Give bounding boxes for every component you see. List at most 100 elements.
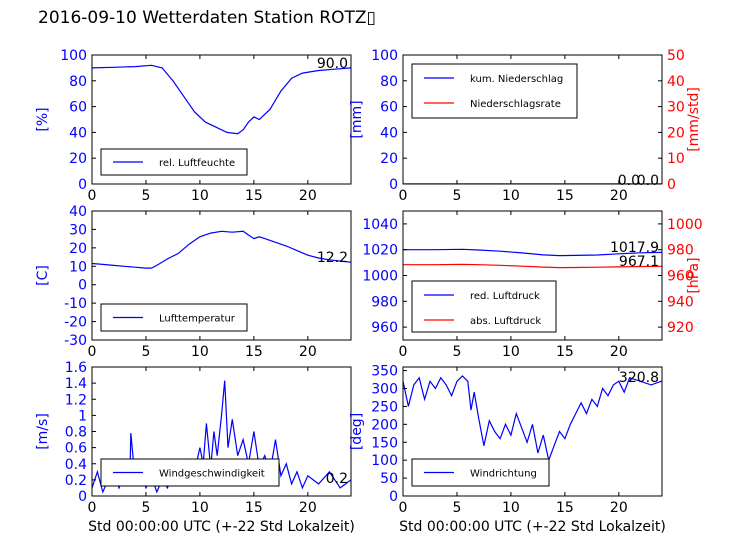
x-tick-label: 10: [502, 500, 520, 516]
x-tick-label: 20: [610, 188, 628, 204]
plot-frame: [402, 54, 663, 185]
y-right-tick-label: 40: [667, 74, 685, 90]
y-right-tick-label: 10: [667, 151, 685, 167]
plot-frame: [91, 210, 352, 341]
x-tick-label: 5: [141, 500, 150, 516]
legend-label: Niederschlagsrate: [470, 99, 561, 110]
x-tick-label: 20: [299, 500, 317, 516]
y-tick-label: 1: [78, 408, 87, 424]
legend: Windgeschwindigkeit: [100, 458, 280, 487]
y-tick-label: 1.6: [65, 360, 87, 376]
y-right-tick-label: 920: [667, 320, 694, 336]
y-tick-label: 960: [371, 320, 398, 336]
y-right-tick-label: 20: [667, 125, 685, 141]
y-axis-label: [%]: [35, 107, 51, 131]
legend-box: [411, 280, 557, 333]
y-tick-label: 60: [69, 100, 87, 116]
x-tick-label: 5: [141, 188, 150, 204]
y-tick-label: 150: [371, 435, 398, 451]
value-annotation: 12.2: [317, 250, 348, 266]
y-tick-label: 80: [380, 74, 398, 90]
y-right-axis-label: [mm/std]: [686, 87, 702, 152]
x-tick-label: 10: [502, 344, 520, 360]
x-tick-label: 10: [502, 188, 520, 204]
y-tick-label: 100: [371, 453, 398, 469]
plot-frame: [91, 54, 352, 185]
x-tick-label: 10: [191, 188, 209, 204]
y-right-axis-label: [hPa]: [686, 257, 702, 293]
y-axis-label: [mm]: [349, 100, 365, 138]
y-right-tick-label: 980: [667, 243, 694, 259]
panel-top-right: 0 5 10 15 20 0 20 40 60 80 100 0 10 20 30 40 50 [mm] [mm/s…: [349, 48, 702, 204]
panel-top-left: 0 5 10 15 20 0 20 40 60 80 100 [%] rel. Luftfeuchte 9…: [35, 48, 352, 204]
y-tick-label: 1.4: [65, 376, 87, 392]
legend: Lufttemperatur: [100, 303, 248, 332]
legend-label: red. Luftdruck: [470, 291, 540, 302]
y-tick-label: 30: [69, 222, 87, 238]
y-tick-label: 0: [78, 177, 87, 193]
x-tick-label: 15: [245, 188, 263, 204]
x-tick-label: 15: [556, 344, 574, 360]
legend-label: Windgeschwindigkeit: [159, 469, 265, 480]
x-tick-label: 0: [399, 188, 408, 204]
x-tick-label: 5: [452, 188, 461, 204]
y-tick-label: 1020: [362, 243, 398, 259]
x-tick-label: 0: [399, 500, 408, 516]
y-tick-label: 350: [371, 364, 398, 380]
series-lufttemperatur: [92, 230, 351, 269]
y-tick-label: 200: [371, 417, 398, 433]
x-tick-label: 15: [556, 188, 574, 204]
y-tick-label: 0.8: [65, 425, 87, 441]
series-red-luftdruck: [403, 248, 662, 257]
x-tick-label: 20: [610, 344, 628, 360]
value-annotation: 0.0: [618, 173, 640, 189]
y-tick-label: 100: [60, 48, 87, 64]
y-tick-label: 0.4: [65, 457, 87, 473]
value-annotation: 90.0: [317, 56, 348, 72]
y-tick-label: 250: [371, 399, 398, 415]
legend: rel. Luftfeuchte: [100, 148, 248, 176]
y-tick-label: 0: [78, 278, 87, 294]
legend-label: kum. Niederschlag: [470, 74, 563, 85]
series-windrichtung: [403, 375, 662, 463]
y-tick-label: 1040: [362, 217, 398, 233]
y-axis-label: [deg]: [349, 413, 365, 450]
legend-label: rel. Luftfeuchte: [159, 158, 235, 169]
y-tick-label: 300: [371, 382, 398, 398]
y-tick-label: 40: [69, 125, 87, 141]
y-tick-label: 0: [389, 177, 398, 193]
x-axis-label: Std 00:00:00 UTC (+-22 Std Lokalzeit): [88, 519, 355, 535]
legend: red. Luftdruck abs. Luftdruck: [411, 280, 557, 333]
x-tick-label: 15: [245, 344, 263, 360]
y-right-tick-label: 960: [667, 269, 694, 285]
chart-title: 2016-09-10 Wetterdaten Station ROTZ▯: [38, 8, 376, 28]
y-tick-label: 60: [380, 100, 398, 116]
x-tick-label: 10: [191, 500, 209, 516]
legend-box: [411, 63, 578, 119]
value-annotation: 967.1: [619, 254, 659, 270]
y-tick-label: 0.6: [65, 441, 87, 457]
y-tick-label: 50: [380, 471, 398, 487]
y-right-tick-label: 1000: [667, 217, 703, 233]
x-tick-label: 20: [299, 344, 317, 360]
y-axis-label: [C]: [35, 265, 51, 286]
legend: Windrichtung: [411, 458, 550, 487]
x-tick-label: 5: [141, 344, 150, 360]
legend: kum. Niederschlag Niederschlagsrate: [411, 63, 578, 119]
x-tick-label: 20: [299, 188, 317, 204]
y-right-tick-label: 940: [667, 294, 694, 310]
legend-label: abs. Luftdruck: [470, 316, 541, 327]
y-right-tick-label: 30: [667, 100, 685, 116]
y-tick-label: 0: [389, 489, 398, 505]
y-tick-label: 0: [78, 489, 87, 505]
value-annotation: 1017.9: [610, 240, 659, 256]
y-tick-label: -30: [64, 333, 87, 349]
value-annotation: 0.0: [637, 173, 659, 189]
y-tick-label: 10: [69, 259, 87, 275]
y-tick-label: -20: [64, 315, 87, 331]
y-tick-label: 20: [69, 151, 87, 167]
plot-frame: [402, 366, 663, 497]
y-tick-label: 40: [380, 125, 398, 141]
